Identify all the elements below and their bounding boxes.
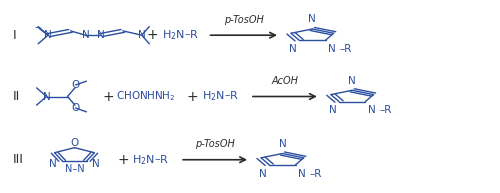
Text: –R: –R [380,105,392,115]
Text: N: N [329,105,336,115]
Text: N: N [298,169,306,179]
Text: I: I [13,29,17,42]
Text: N: N [44,30,52,40]
Text: N: N [92,159,100,169]
Text: O: O [72,103,80,113]
Text: –: – [34,21,40,34]
Text: +: + [117,153,128,167]
Text: AcOH: AcOH [272,76,298,86]
Text: –R: –R [340,44,352,54]
Text: N: N [82,30,90,40]
Text: O: O [72,80,80,90]
Text: N–N: N–N [64,164,84,174]
Text: N: N [96,30,104,40]
Text: H$_2$N–R: H$_2$N–R [132,153,169,167]
Text: p-TosOH: p-TosOH [224,15,264,25]
Text: N: N [308,14,316,24]
Text: N: N [368,105,376,115]
Text: –R: –R [310,169,322,179]
Text: H$_2$N–R: H$_2$N–R [202,90,238,103]
Text: N: N [348,75,356,85]
Text: N: N [328,44,336,54]
Text: N: N [42,91,50,102]
Text: III: III [13,153,24,166]
Text: +: + [102,90,114,103]
Text: II: II [13,90,20,103]
Text: N: N [138,30,145,40]
Text: +: + [187,90,198,103]
Text: N: N [289,44,296,54]
Text: H$_2$N–R: H$_2$N–R [162,28,198,42]
Text: O: O [70,138,78,148]
Text: CHONHNH$_2$: CHONHNH$_2$ [116,90,175,103]
Text: +: + [147,28,158,42]
Text: p-TosOH: p-TosOH [195,139,235,149]
Text: N: N [278,139,286,149]
Text: N: N [259,169,266,179]
Text: N: N [50,159,57,169]
